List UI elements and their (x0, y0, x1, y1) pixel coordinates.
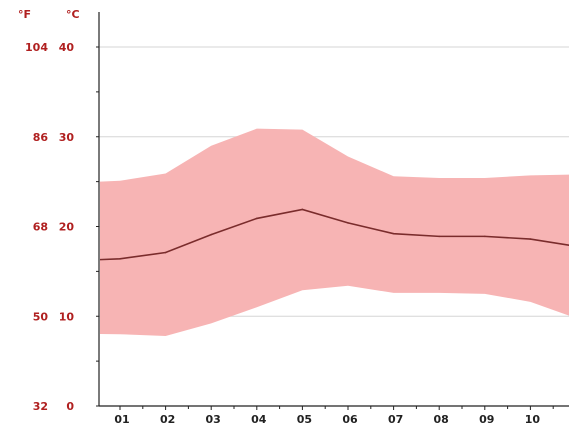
mean-point (347, 222, 349, 224)
x-tick-label: 02 (160, 413, 175, 426)
mean-point (164, 251, 167, 254)
mean-point (210, 233, 212, 236)
x-tick-label: 07 (388, 413, 403, 426)
x-tick-label: 05 (297, 413, 312, 426)
x-tick-label: 06 (342, 413, 358, 426)
unit-label-fahrenheit: °F (18, 8, 31, 21)
y-tick-label-fahrenheit: 86 (33, 131, 49, 144)
mean-point (484, 235, 486, 238)
y-tick-label-fahrenheit: 104 (25, 41, 48, 54)
y-tick-label-fahrenheit: 32 (33, 400, 48, 413)
mean-point (301, 208, 304, 211)
mean-point (392, 232, 395, 235)
mean-temperature-line (99, 208, 569, 261)
y-tick-label-celsius: 30 (59, 131, 75, 144)
x-tick-label: 08 (434, 413, 449, 426)
y-tick-label-celsius: 0 (66, 400, 74, 413)
temperature-range-area (100, 128, 569, 336)
y-tick-label-fahrenheit: 68 (33, 221, 48, 234)
x-tick-label: 03 (206, 413, 221, 426)
y-tick-label-celsius: 10 (59, 310, 75, 323)
x-tick-label: 04 (251, 413, 267, 426)
x-tick-label: 01 (114, 413, 129, 426)
temperature-range-band (100, 128, 569, 336)
y-tick-label-celsius: 20 (59, 221, 75, 234)
x-tick-label: 09 (479, 413, 494, 426)
mean-point (529, 238, 532, 240)
axes (96, 12, 569, 410)
y-tick-label-celsius: 40 (59, 41, 75, 54)
unit-label-celsius: °C (66, 8, 80, 21)
y-tick-label-fahrenheit: 50 (33, 310, 49, 323)
mean-point (438, 235, 441, 238)
mean-point (119, 258, 121, 260)
x-tick-label: 10 (525, 413, 541, 426)
mean-point (255, 217, 258, 220)
tick-labels: °F °C 32 0 50 10 68 20 86 30 104 40 01 02 03 04 05 06 07… (18, 8, 541, 426)
